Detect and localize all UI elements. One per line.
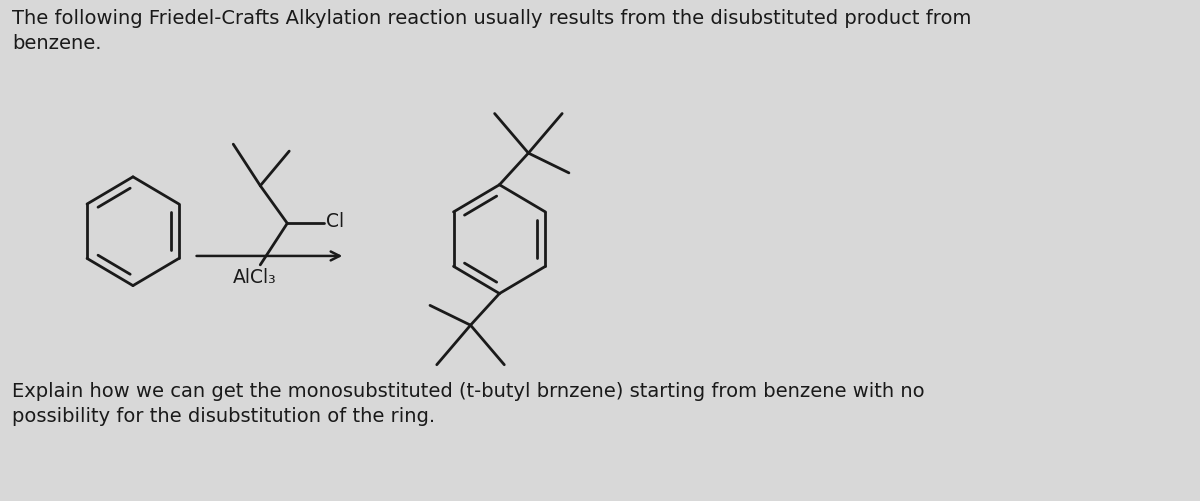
- Text: AlCl₃: AlCl₃: [233, 268, 277, 287]
- Text: The following Friedel-Crafts Alkylation reaction usually results from the disubs: The following Friedel-Crafts Alkylation …: [12, 9, 972, 53]
- Text: Explain how we can get the monosubstituted (t-butyl brnzene) starting from benze: Explain how we can get the monosubstitut…: [12, 382, 925, 425]
- Text: Cl: Cl: [326, 212, 344, 231]
